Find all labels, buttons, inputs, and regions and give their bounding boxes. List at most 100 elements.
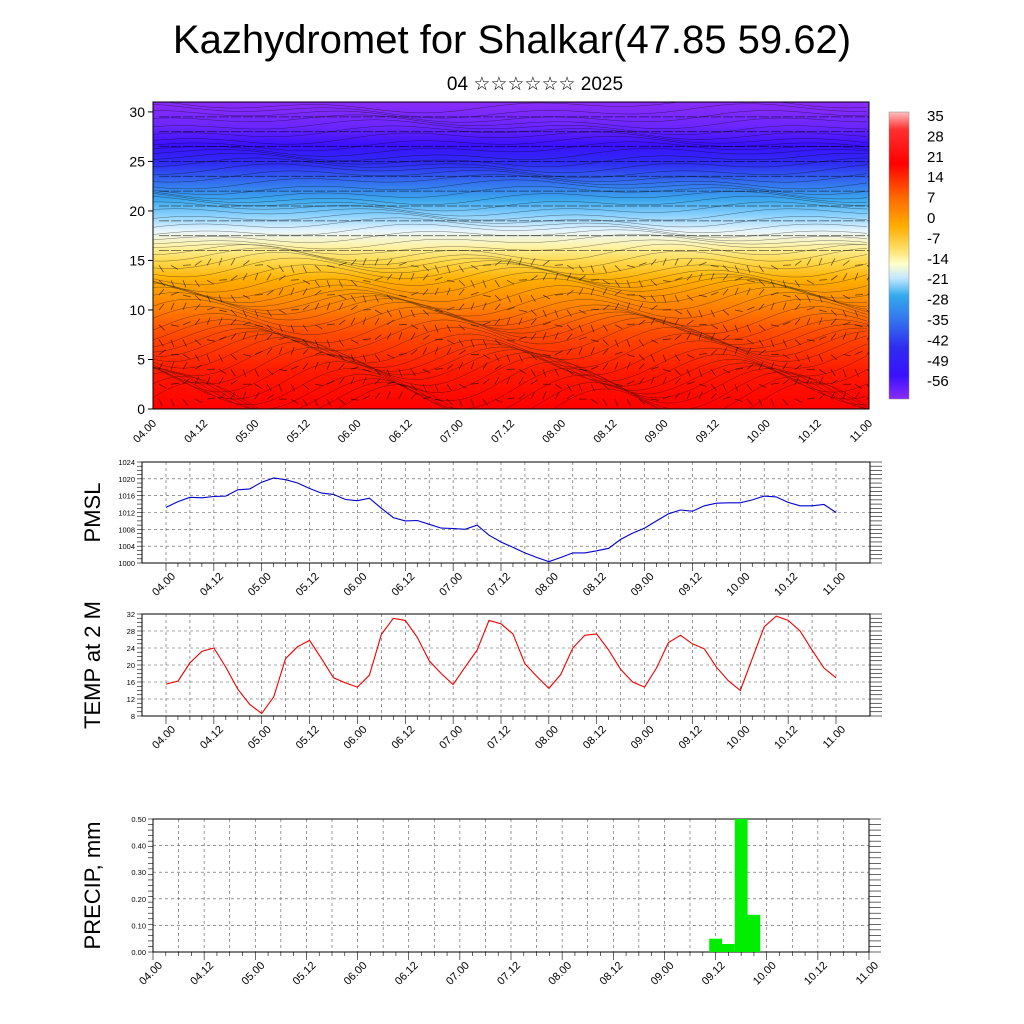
cs-y-tick-label: 5 — [137, 351, 145, 367]
cs-x-tick-label: 05.00 — [233, 418, 261, 446]
pmsl-x-tick-label: 05.12 — [294, 571, 322, 599]
colorbar-label: 0 — [927, 210, 935, 227]
pmsl-ylabel: PMSL — [80, 483, 105, 543]
cs-x-tick-label: 08.12 — [591, 418, 619, 446]
cs-x-tick-label: 10.00 — [745, 418, 773, 446]
colorbar-label: -49 — [927, 353, 949, 370]
temp-y-tick-label: 16 — [127, 678, 135, 687]
cs-x-tick-label: 08.00 — [540, 418, 568, 446]
precip-y-tick-label: 0.40 — [131, 842, 146, 851]
temp-x-tick-label: 06.12 — [389, 724, 417, 752]
precip-x-tick-label: 11.00 — [854, 960, 881, 987]
pmsl-panel: 1000 1004 1008 1012 1016 1020 1024 PMSL 04.00 04.… — [80, 458, 882, 599]
pmsl-x-tick-label: 11.00 — [821, 571, 848, 598]
cs-x-tick-label: 07.00 — [438, 418, 466, 446]
temp-x-tick-label: 04.12 — [198, 724, 226, 752]
temp-series-line — [165, 615, 837, 715]
colorbar-label: 28 — [927, 128, 944, 145]
precip-x-tick-label: 06.12 — [393, 960, 421, 988]
temp-x-tick-label: 07.00 — [437, 724, 465, 752]
precip-y-tick-label: 0.20 — [131, 895, 146, 904]
cs-x-tick-label: 09.12 — [694, 418, 722, 446]
temp-y-tick-label: 32 — [127, 610, 135, 619]
temp-x-tick-label: 08.12 — [581, 724, 609, 752]
precip-panel: 0.00 0.10 0.20 0.30 0.40 0.50 PRECIP, mm 04.00 0… — [80, 815, 881, 988]
cross-section-panel: 0 5 10 15 20 25 30 04.00 04.12 05.00 05.12 06.00 06.… — [129, 101, 875, 446]
cs-x-tick-label: 05.12 — [285, 418, 313, 446]
precip-grid — [152, 818, 870, 953]
temp-grid — [142, 613, 870, 717]
pmsl-x-tick-label: 04.00 — [150, 571, 178, 599]
pmsl-x-tick-label: 08.12 — [581, 571, 609, 599]
colorbar-label: -28 — [927, 292, 949, 309]
temp-x-tick-label: 10.00 — [724, 724, 752, 752]
pmsl-x-tick-label: 06.00 — [342, 571, 370, 599]
temp-y-tick-label: 20 — [127, 661, 135, 670]
temp-y-tick-label: 28 — [127, 627, 135, 636]
temp-y-tick-label: 8 — [131, 712, 135, 721]
colorbar-label: -21 — [927, 271, 949, 288]
precip-bar — [734, 819, 748, 952]
temp-x-tick-label: 11.00 — [821, 724, 848, 751]
colorbar-label: -14 — [927, 251, 949, 268]
cs-y-tick-label: 20 — [129, 203, 145, 219]
cs-y-tick-label: 25 — [129, 153, 145, 169]
colorbar: 35 28 21 14 7 0 -7 -14 -21 -28 -35 -42 -49 -56 — [888, 108, 949, 400]
pmsl-grid — [142, 461, 870, 564]
precip-x-tick-label: 05.00 — [239, 960, 267, 988]
cs-x-tick-label: 04.12 — [182, 418, 210, 446]
colorbar-label: 21 — [927, 149, 944, 166]
temp-x-tick-label: 07.12 — [485, 724, 513, 752]
precip-bar — [747, 914, 761, 952]
precip-x-tick-label: 08.00 — [546, 960, 574, 988]
pmsl-x-tick-label: 09.00 — [629, 571, 657, 599]
colorbar-label: 14 — [927, 169, 944, 186]
precip-x-tick-label: 09.00 — [649, 960, 677, 988]
colorbar-label: -56 — [927, 373, 949, 390]
temp-y-tick-label: 24 — [127, 644, 135, 653]
precip-y-tick-label: 0.00 — [131, 948, 146, 957]
precip-x-tick-label: 07.12 — [495, 960, 523, 988]
pmsl-x-tick-label: 07.00 — [437, 571, 465, 599]
precip-x-tick-label: 07.00 — [444, 960, 472, 988]
pmsl-y-tick-label: 1000 — [118, 559, 135, 568]
precip-bar — [722, 944, 735, 952]
cs-y-tick-label: 15 — [129, 252, 145, 268]
cs-x-tick-label: 09.00 — [643, 418, 671, 446]
precip-bar — [709, 938, 722, 952]
precip-y-tick-label: 0.10 — [131, 921, 146, 930]
cs-x-tick-label: 06.12 — [387, 418, 415, 446]
cs-y-tick-label: 30 — [129, 104, 145, 120]
temp-y-tick-label: 12 — [127, 695, 135, 704]
cs-x-tick-label: 04.00 — [131, 418, 159, 446]
pmsl-y-tick-label: 1004 — [118, 542, 135, 551]
precip-x-tick-label: 08.12 — [597, 960, 625, 988]
pmsl-series-line — [165, 477, 837, 563]
pmsl-x-tick-label: 05.00 — [246, 571, 274, 599]
pmsl-x-tick-label: 08.00 — [533, 571, 561, 599]
pmsl-y-tick-label: 1016 — [118, 492, 135, 501]
temp-x-tick-label: 09.12 — [677, 724, 705, 752]
colorbar-gradient — [888, 111, 910, 400]
cs-x-tick-label: 07.12 — [489, 418, 517, 446]
cs-x-tick-label: 11.00 — [848, 418, 875, 445]
pmsl-y-tick-label: 1024 — [118, 458, 135, 467]
temp-ylabel: TEMP at 2 M — [80, 601, 105, 729]
pmsl-x-tick-label: 07.12 — [485, 571, 513, 599]
precip-x-tick-label: 05.12 — [291, 960, 319, 988]
pmsl-x-tick-label: 10.12 — [772, 571, 800, 599]
cs-y-tick-label: 0 — [137, 401, 145, 417]
wind-barbs — [158, 116, 869, 407]
precip-x-tick-label: 09.12 — [700, 960, 728, 988]
chart-title: Kazhydromet for Shalkar(47.85 59.62) — [172, 18, 852, 62]
colorbar-label: 35 — [927, 108, 944, 125]
precip-ylabel: PRECIP, mm — [80, 822, 105, 950]
pmsl-x-tick-label: 06.12 — [389, 571, 417, 599]
precip-y-tick-label: 0.50 — [131, 815, 146, 824]
cs-x-tick-label: 10.12 — [796, 418, 824, 446]
precip-y-tick-label: 0.30 — [131, 868, 146, 877]
precip-x-tick-label: 10.00 — [751, 960, 779, 988]
colorbar-label: 7 — [927, 190, 935, 207]
precip-x-tick-label: 04.12 — [188, 960, 216, 988]
